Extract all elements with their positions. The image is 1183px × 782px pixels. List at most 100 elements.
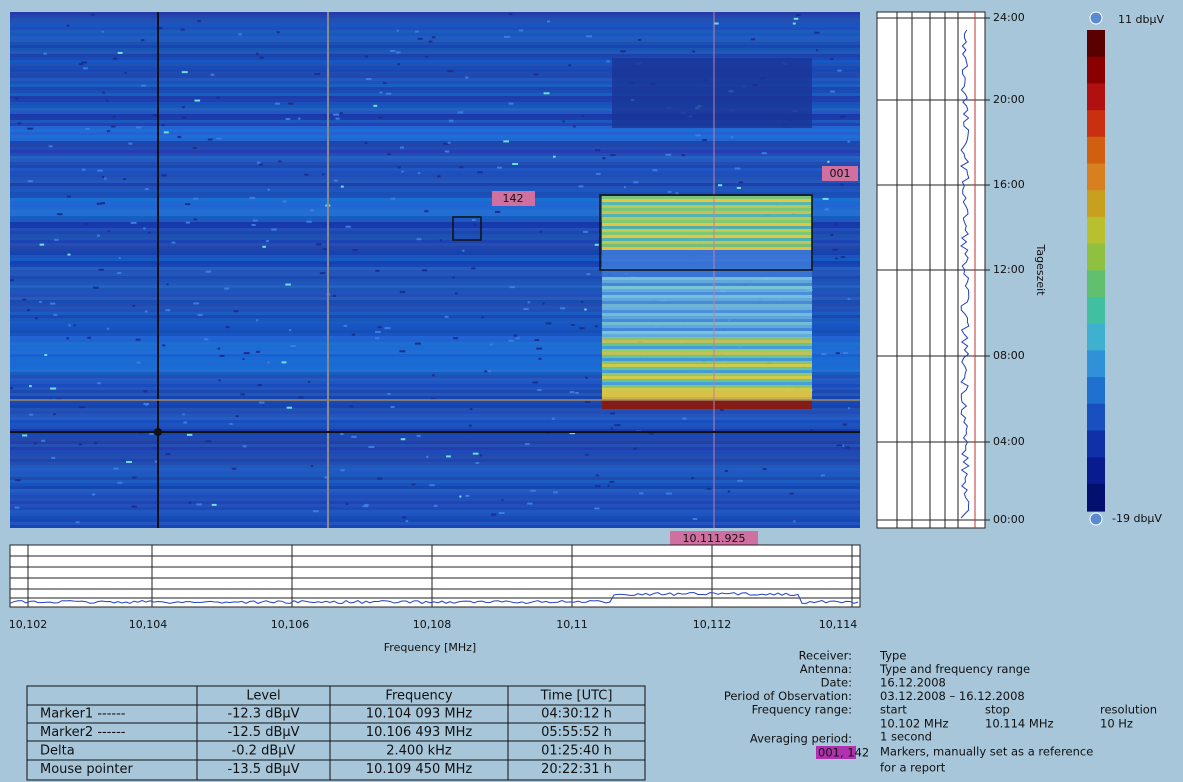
signal-row	[602, 247, 812, 250]
signal-row	[602, 298, 812, 301]
speckle	[736, 186, 741, 189]
speckle	[106, 327, 110, 330]
speckle	[551, 417, 555, 420]
speckle	[117, 481, 123, 484]
speckle	[594, 325, 598, 328]
speckle	[397, 166, 401, 169]
table-cell: 01:25:40 h	[541, 744, 612, 759]
signal-row	[602, 391, 812, 394]
noise-row	[10, 519, 860, 522]
speckle	[216, 137, 222, 140]
speckle	[560, 307, 566, 310]
speckle	[614, 424, 621, 427]
speckle	[692, 517, 698, 520]
speckle	[845, 446, 850, 449]
speckle	[431, 36, 436, 39]
speckle	[692, 50, 696, 53]
speckle	[594, 507, 600, 510]
signal-row	[602, 358, 812, 361]
speckle	[197, 313, 203, 316]
noise-row	[10, 483, 860, 486]
speckle	[695, 134, 701, 137]
colorbar-step	[1087, 377, 1105, 405]
speckle	[814, 31, 820, 34]
signal-row	[602, 397, 812, 400]
speckle	[140, 39, 145, 42]
speckle	[573, 125, 576, 128]
noise-row	[10, 135, 860, 138]
info-panel: Receiver: Type Antenna: Type and frequency …	[724, 649, 1157, 775]
noise-row	[10, 495, 860, 498]
speckle	[796, 13, 801, 16]
speckle	[225, 326, 230, 329]
speckle	[252, 219, 258, 222]
signal-row	[602, 286, 812, 289]
speckle	[473, 223, 477, 226]
speckle	[610, 427, 613, 430]
signal-row	[602, 325, 812, 328]
noise-row	[10, 393, 860, 396]
noise-row	[10, 444, 860, 447]
speckle	[267, 188, 270, 191]
speckle	[98, 268, 104, 271]
speckle	[719, 409, 724, 412]
speckle	[126, 460, 132, 463]
speckle	[578, 185, 584, 188]
noise-row	[10, 285, 860, 288]
speckle	[154, 460, 158, 463]
speckle	[298, 117, 301, 120]
speckle	[515, 337, 520, 340]
cursor-tag-text: 10.111.925	[683, 532, 746, 545]
noise-row	[10, 321, 860, 324]
colorbar-max: 11 dbµV	[1118, 13, 1164, 26]
speckle	[494, 210, 501, 213]
table-cell: Mouse pointer	[40, 762, 133, 777]
info-note: Markers, manually set as a reference	[880, 745, 1093, 759]
signal-row	[602, 274, 812, 277]
speckle	[606, 60, 610, 63]
speckle	[465, 494, 470, 497]
colorbar-step	[1087, 403, 1105, 432]
noise-row	[10, 195, 860, 198]
speckle	[314, 73, 321, 76]
noise-row	[10, 87, 860, 90]
speckle	[207, 138, 213, 141]
speckle	[17, 122, 22, 125]
speckle	[49, 302, 56, 305]
speckle	[789, 492, 794, 495]
speckle	[602, 157, 606, 160]
info-value: Type	[879, 649, 906, 663]
noise-row	[10, 516, 860, 519]
speckle	[383, 82, 387, 85]
signal-row	[602, 295, 812, 298]
speckle	[297, 396, 304, 399]
signal-row	[602, 235, 812, 238]
noise-row	[10, 231, 860, 234]
speckle	[534, 339, 540, 342]
signal-row	[602, 340, 812, 343]
signal-row	[602, 322, 812, 325]
speckle	[243, 352, 250, 355]
noise-row	[10, 27, 860, 30]
cursor-tag	[670, 531, 758, 546]
speckle	[537, 388, 542, 391]
signal-row	[602, 238, 812, 241]
signal-row	[602, 271, 812, 274]
noise-row	[10, 330, 860, 333]
noise-row	[10, 381, 860, 384]
speckle	[675, 192, 679, 195]
speckle	[27, 127, 34, 130]
speckle	[113, 57, 118, 60]
speckle	[310, 465, 314, 468]
noise-row	[10, 378, 860, 381]
speckle	[583, 230, 589, 233]
speckle	[595, 172, 601, 175]
noise-row	[10, 342, 860, 345]
frequency-tick-label: 10,104	[129, 618, 168, 631]
noise-row	[10, 81, 860, 84]
signal-row	[602, 343, 812, 346]
speckle	[97, 169, 103, 172]
time-tick-label: 04:00	[993, 435, 1025, 448]
waterfall	[10, 12, 860, 528]
speckle	[94, 442, 98, 445]
